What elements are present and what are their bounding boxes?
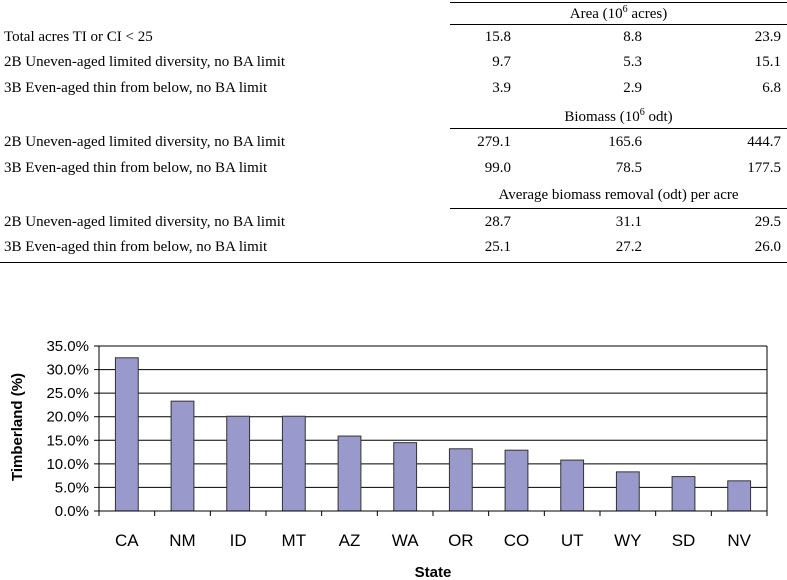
bar-id [226,415,251,512]
table-row: 2B Uneven-aged limited diversity, no BA … [0,51,787,75]
y-tick-label: 30.0% [46,362,89,379]
cell-value: 444.7 [747,134,781,150]
x-tick-label: ID [230,531,247,550]
bar-az [337,435,362,512]
x-tick-label: AZ [339,531,361,550]
cell-value: 78.5 [615,160,642,176]
area-header-sup: 6 [622,4,628,15]
row-label: 3B Even-aged thin from below, no BA limi… [4,239,268,255]
row-label: 2B Uneven-aged limited diversity, no BA … [4,134,286,150]
area-header-rule [450,24,787,25]
x-tick-label: NM [169,531,195,550]
bar-wa [393,442,418,512]
area-header-suffix: acres) [627,6,668,22]
grid-layer [94,345,768,516]
bar-mt [281,415,306,512]
area-section-header: Area (106 acres) [450,4,787,23]
cell-value: 27.2 [615,239,642,255]
bar-sd [671,476,696,512]
x-tick-label: SD [672,531,696,550]
cell-value: 99.0 [484,160,511,176]
x-tick-label: NV [727,531,751,550]
y-tick-label: 5.0% [55,479,89,496]
cell-value: 9.7 [492,54,511,70]
biomass-section-header: Biomass (106 odt) [450,107,787,126]
bar-wy [615,471,640,512]
cell-value: 3.9 [492,80,511,96]
biomass-header-suffix: odt) [644,109,673,125]
bar-layer [99,357,767,512]
row-label: 2B Uneven-aged limited diversity, no BA … [4,214,286,230]
y-tick-label: 15.0% [46,432,89,449]
avg-section-header: Average biomass removal (odt) per acre [450,187,787,204]
cell-value: 177.5 [747,160,781,176]
bottom-rule [0,262,787,263]
top-rule [450,2,787,3]
avg-header-text: Average biomass removal (odt) per acre [498,187,739,203]
cell-value: 15.1 [754,54,781,70]
y-tick-label: 0.0% [55,503,89,520]
y-tick-label: 35.0% [46,338,89,355]
table-row: 3B Even-aged thin from below, no BA limi… [0,236,787,260]
cell-value: 279.1 [477,134,511,150]
table-row: 2B Uneven-aged limited diversity, no BA … [0,211,787,235]
y-tick-label: 10.0% [46,456,89,473]
cell-value: 2.9 [623,80,642,96]
cell-value: 23.9 [754,29,781,45]
cell-value: 29.5 [754,214,781,230]
table-row: 3B Even-aged thin from below, no BA limi… [0,157,787,181]
x-tick-label: CO [504,531,530,550]
timberland-bar-chart: 0.0% 5.0% 10.0% 15.0% 20.0% 25.0% 30.0% 35.0% C… [0,330,787,580]
x-tick-label: UT [561,531,584,550]
bar-nv [727,480,752,512]
cell-value: 28.7 [484,214,511,230]
bar-nm [170,400,195,512]
cell-value: 26.0 [754,239,781,255]
tick-layer: 0.0% 5.0% 10.0% 15.0% 20.0% 25.0% 30.0% 35.0% [46,338,89,520]
cell-value: 25.1 [484,239,511,255]
biomass-header-sup: 6 [639,107,645,118]
cell-value: 31.1 [615,214,642,230]
biomass-header-text: Biomass (10 [564,109,640,125]
cell-value: 15.8 [484,29,511,45]
cell-value: 6.8 [762,80,781,96]
table-row: 2B Uneven-aged limited diversity, no BA … [0,131,787,155]
row-label: 3B Even-aged thin from below, no BA limi… [4,80,268,96]
x-tick-label: MT [282,531,307,550]
biomass-header-rule [450,128,787,129]
row-label: 3B Even-aged thin from below, no BA limi… [4,160,268,176]
x-tick-label: WY [614,531,641,550]
table-row: Total acres TI or CI < 25 15.8 8.8 23.9 [0,26,787,50]
row-label: 2B Uneven-aged limited diversity, no BA … [4,54,286,70]
bar-ut [560,459,585,512]
bar-or [448,448,473,512]
x-axis-label: State [415,564,452,580]
table-row: 3B Even-aged thin from below, no BA limi… [0,77,787,101]
avg-header-rule [450,208,787,209]
cell-value: 165.6 [608,134,642,150]
y-tick-label: 20.0% [46,409,89,426]
cell-value: 8.8 [623,29,642,45]
bar-ca [114,357,139,512]
row-label: Total acres TI or CI < 25 [4,29,153,45]
bar-co [504,449,529,512]
results-table: Area (106 acres) Total acres TI or CI < … [0,0,787,270]
cell-value: 5.3 [623,54,642,70]
x-tick-label: OR [448,531,474,550]
y-tick-label: 25.0% [46,385,89,402]
area-header-text: Area (10 [569,6,623,22]
category-layer: CA NM ID MT AZ WA OR CO UT WY SD NV [115,531,752,550]
y-axis-label: Timberland (%) [9,373,26,481]
chart-svg: 0.0% 5.0% 10.0% 15.0% 20.0% 25.0% 30.0% 35.0% C… [9,338,768,580]
x-tick-label: WA [392,531,419,550]
x-tick-label: CA [115,531,139,550]
